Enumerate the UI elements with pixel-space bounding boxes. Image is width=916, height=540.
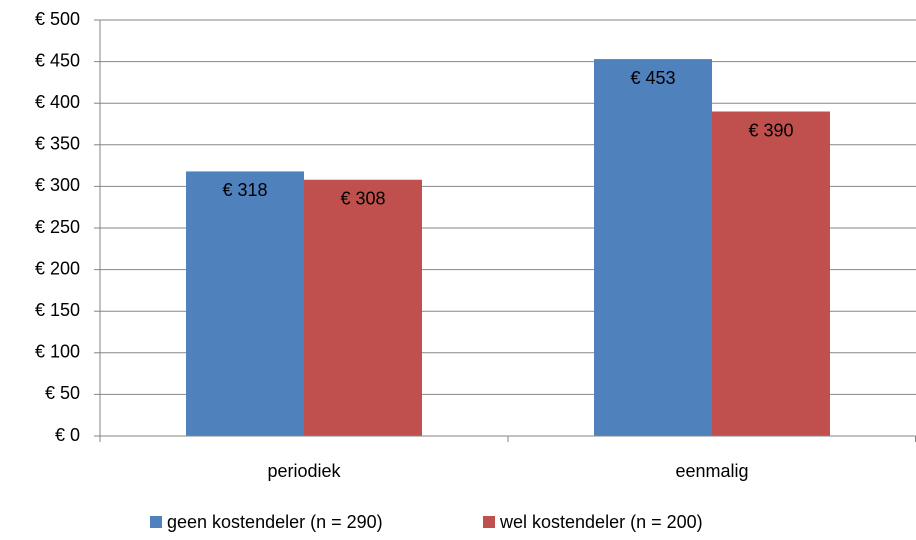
bar xyxy=(594,59,712,436)
bar xyxy=(186,171,304,436)
data-label: € 390 xyxy=(748,120,793,140)
legend-swatch xyxy=(483,516,495,528)
y-tick-label: € 300 xyxy=(35,175,80,195)
bar xyxy=(712,111,830,437)
y-tick-label: € 350 xyxy=(35,134,80,154)
y-tick-label: € 100 xyxy=(35,342,80,362)
legend-label: geen kostendeler (n = 290) xyxy=(167,512,383,532)
x-tick-label: periodiek xyxy=(267,461,341,481)
data-label: € 318 xyxy=(222,180,267,200)
y-tick-label: € 450 xyxy=(35,50,80,70)
bar xyxy=(304,179,422,436)
legend-swatch xyxy=(150,516,162,528)
y-tick-label: € 500 xyxy=(35,9,80,29)
y-tick-label: € 200 xyxy=(35,258,80,278)
y-tick-label: € 50 xyxy=(45,383,80,403)
y-tick-label: € 250 xyxy=(35,217,80,237)
y-tick-label: € 400 xyxy=(35,92,80,112)
data-label: € 308 xyxy=(340,188,385,208)
y-tick-label: € 0 xyxy=(55,425,80,445)
legend-label: wel kostendeler (n = 200) xyxy=(499,512,703,532)
data-label: € 453 xyxy=(630,68,675,88)
x-tick-label: eenmalig xyxy=(675,461,748,481)
y-tick-label: € 150 xyxy=(35,300,80,320)
